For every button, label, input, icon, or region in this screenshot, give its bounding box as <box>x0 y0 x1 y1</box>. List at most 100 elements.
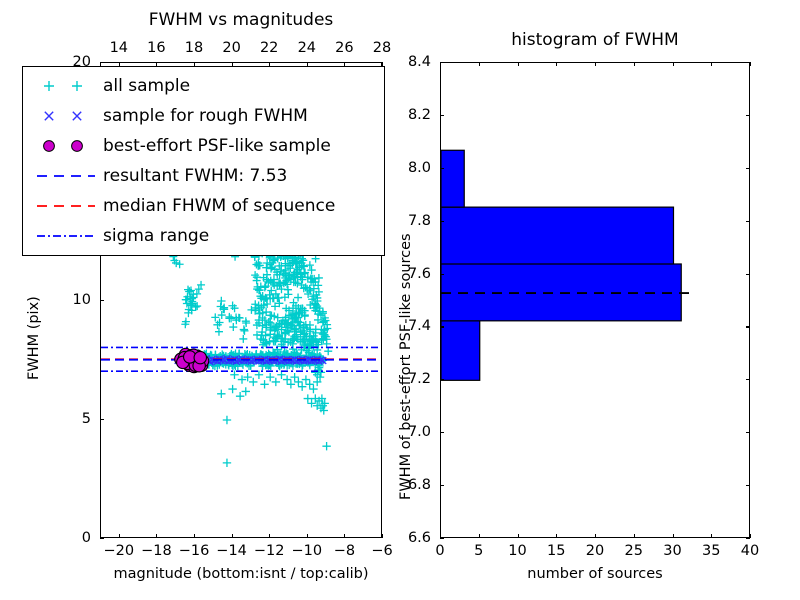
y-tick-label: 7.4 <box>407 318 431 335</box>
histogram-bar <box>441 206 675 265</box>
x-tick-label-bottom: −6 <box>371 543 393 559</box>
y-tick <box>100 419 104 421</box>
x-tick-bottom <box>118 534 120 538</box>
x-tick-label-top: 26 <box>335 40 354 56</box>
y-tick <box>100 62 104 64</box>
x-tick-bottom <box>194 534 196 538</box>
y-tick-label: 8.2 <box>407 106 431 123</box>
legend-item: resultant FWHM: 7.53 <box>29 161 378 191</box>
x-tick-label: 0 <box>435 543 445 559</box>
x-tick-label: 30 <box>663 543 682 559</box>
x-tick <box>711 534 713 538</box>
histogram-bars <box>441 149 682 381</box>
x-tick-bottom <box>269 534 271 538</box>
y-tick-right <box>746 62 750 64</box>
right-xlabel: number of sources <box>527 566 663 582</box>
x-tick-label-bottom: −18 <box>141 543 172 559</box>
x-tick-top <box>595 62 597 66</box>
x-tick-label-top: 18 <box>184 40 204 56</box>
x-tick-top <box>633 62 635 66</box>
x-tick-label-bottom: −14 <box>216 543 247 559</box>
plus-marker <box>72 81 82 91</box>
y-tick <box>440 114 444 116</box>
y-tick <box>100 300 104 302</box>
y-tick <box>440 62 444 64</box>
y-tick-label: 6.8 <box>407 477 431 494</box>
x-tick-top <box>672 62 674 66</box>
legend-item-label: resultant FWHM: 7.53 <box>103 165 288 186</box>
legend-key-circle-marker <box>29 131 103 161</box>
y-tick <box>440 326 444 328</box>
y-tick-label: 7.8 <box>407 212 431 229</box>
x-tick-label-bottom: −10 <box>291 543 323 559</box>
x-tick-top <box>156 62 158 66</box>
left-panel-title: FWHM vs magnitudes <box>148 10 334 30</box>
y-tick-label: 10 <box>72 292 91 308</box>
y-tick-label: 6.6 <box>407 530 431 546</box>
histogram-axes <box>440 62 750 538</box>
x-tick-label-bottom: −8 <box>333 543 356 559</box>
legend-item-label: sigma range <box>103 225 210 246</box>
x-tick-label: 40 <box>740 543 760 559</box>
x-tick-top <box>194 62 196 66</box>
x-tick-label-top: 20 <box>222 40 241 56</box>
x-tick <box>750 534 752 538</box>
x-tick-bottom <box>306 534 308 538</box>
y-tick-right <box>746 485 750 487</box>
y-tick <box>440 379 444 381</box>
legend-item: sigma range <box>29 221 378 251</box>
y-tick-right <box>746 538 750 540</box>
y-tick-label: 8.4 <box>407 54 431 70</box>
y-tick-label: 0 <box>81 530 91 546</box>
x-tick-top <box>231 62 233 66</box>
y-tick-label: 8.0 <box>407 159 431 176</box>
cross-marker <box>72 111 82 121</box>
circle-marker <box>71 140 83 152</box>
dashed-line <box>37 205 95 207</box>
x-tick <box>517 534 519 538</box>
x-tick <box>672 534 674 538</box>
dashdot-line <box>37 235 95 237</box>
y-tick <box>440 432 444 434</box>
legend-key-plus-marker <box>29 71 103 101</box>
y-tick <box>440 273 444 275</box>
x-tick <box>440 534 442 538</box>
right-plot-area <box>441 63 749 537</box>
legend-item: best-effort PSF-like sample <box>29 131 378 161</box>
x-tick-top <box>517 62 519 66</box>
y-tick-label: 5 <box>81 411 91 427</box>
legend-item-label: median FHWM of sequence <box>103 195 336 216</box>
legend-key-dashed-line <box>29 191 103 221</box>
x-tick <box>595 534 597 538</box>
y-tick <box>440 167 444 169</box>
y-tick <box>100 538 104 540</box>
y-tick-label: 7.6 <box>407 265 431 282</box>
y-tick-right <box>746 167 750 169</box>
legend: all sample sample for rough FWHM best-effo… <box>22 66 385 256</box>
legend-item-label: best-effort PSF-like sample <box>103 135 331 156</box>
x-tick-label-top: 22 <box>259 40 279 56</box>
x-tick-top <box>440 62 442 66</box>
legend-key-dashdot-line <box>29 221 103 251</box>
y-tick <box>440 538 444 540</box>
y-tick <box>440 485 444 487</box>
x-tick-label-top: 14 <box>109 40 129 56</box>
x-tick-bottom <box>231 534 233 538</box>
x-tick-label-bottom: −20 <box>103 543 135 559</box>
x-tick-top <box>750 62 752 66</box>
x-tick-label-top: 24 <box>297 40 317 56</box>
x-tick-bottom <box>382 534 384 538</box>
x-tick-top <box>478 62 480 66</box>
legend-item: median FHWM of sequence <box>29 191 378 221</box>
x-tick-top <box>344 62 346 66</box>
y-tick-right <box>746 379 750 381</box>
legend-key-cross-marker <box>29 101 103 131</box>
x-tick-top <box>382 62 384 66</box>
x-tick-label-top: 28 <box>372 40 392 56</box>
y-tick-label: 7.0 <box>407 424 431 441</box>
legend-item: all sample <box>29 71 378 101</box>
plus-marker <box>44 81 54 91</box>
histogram-bar <box>441 320 481 381</box>
x-tick-bottom <box>344 534 346 538</box>
